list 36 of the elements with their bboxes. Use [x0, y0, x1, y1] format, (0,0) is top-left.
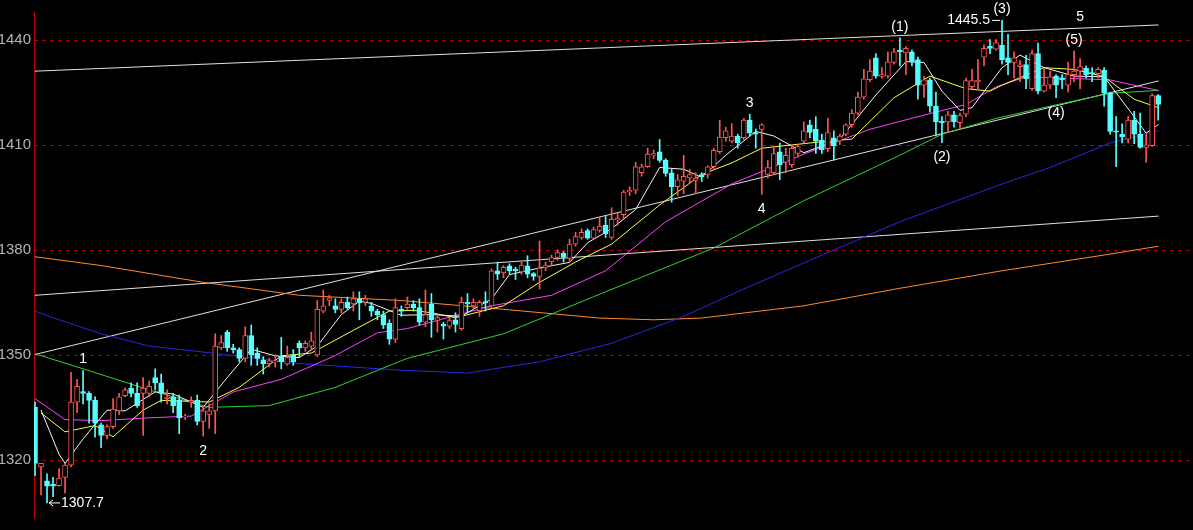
candlestick	[182, 414, 188, 420]
candlestick	[1005, 34, 1011, 76]
candlestick	[278, 336, 285, 370]
candlestick	[188, 396, 195, 408]
candlestick	[758, 123, 765, 195]
candlestick	[1143, 133, 1149, 163]
annotation: (1)	[891, 17, 909, 34]
annotation: 1307.7	[61, 493, 105, 510]
candlestick	[50, 477, 56, 497]
annotation: 3	[745, 94, 754, 111]
candlestick	[879, 67, 885, 79]
candlestick	[1071, 50, 1077, 83]
annotation: (5)	[1065, 30, 1083, 47]
candlestick	[260, 356, 267, 375]
candlestick	[164, 389, 170, 405]
candlestick	[140, 377, 146, 436]
annotation: (4)	[1047, 103, 1065, 120]
candlestick	[1041, 69, 1047, 93]
candlestick	[38, 463, 44, 496]
annotation: 1	[79, 350, 88, 367]
candlestick	[903, 46, 909, 76]
candlestick	[1077, 58, 1083, 90]
annotation: (3)	[993, 0, 1011, 17]
candlestick	[987, 39, 993, 54]
annotation: 4	[757, 200, 766, 217]
candlestick	[1113, 116, 1119, 168]
annotation: (2)	[933, 148, 951, 165]
candlestick	[80, 370, 86, 405]
annotation: 1445.5	[947, 11, 991, 28]
candlestick	[752, 128, 759, 149]
candlestick	[1011, 51, 1017, 79]
candlestick	[86, 391, 92, 424]
candlestick	[1017, 60, 1023, 83]
annotation: 5	[1076, 8, 1085, 25]
candlestick	[692, 172, 699, 195]
annotation: 2	[199, 441, 208, 458]
